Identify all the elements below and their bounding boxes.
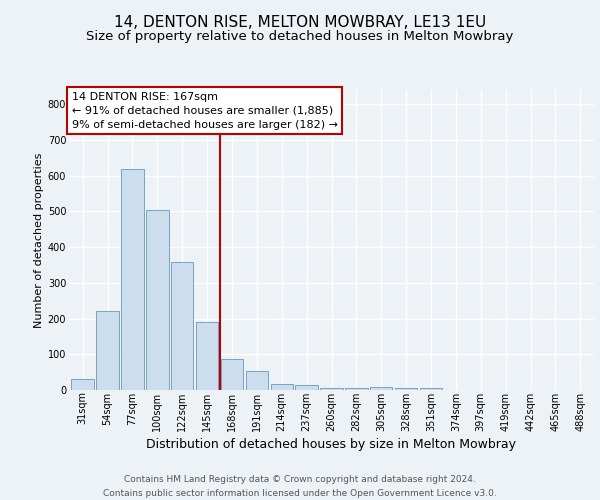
Bar	[221, 358, 243, 390]
Bar	[320, 388, 343, 390]
Bar	[97, 312, 119, 390]
Bar	[121, 168, 143, 390]
Text: 14, DENTON RISE, MELTON MOWBRAY, LE13 1EU: 14, DENTON RISE, MELTON MOWBRAY, LE13 1E…	[114, 15, 486, 30]
Bar	[420, 388, 442, 390]
Bar	[146, 210, 169, 390]
Bar	[71, 380, 94, 390]
Bar	[370, 387, 392, 390]
Text: Size of property relative to detached houses in Melton Mowbray: Size of property relative to detached ho…	[86, 30, 514, 43]
Bar	[271, 384, 293, 390]
Bar	[345, 388, 368, 390]
Bar	[171, 262, 193, 390]
Y-axis label: Number of detached properties: Number of detached properties	[34, 152, 44, 328]
Bar	[395, 388, 418, 390]
X-axis label: Distribution of detached houses by size in Melton Mowbray: Distribution of detached houses by size …	[146, 438, 517, 450]
Text: Contains HM Land Registry data © Crown copyright and database right 2024.
Contai: Contains HM Land Registry data © Crown c…	[103, 476, 497, 498]
Text: 14 DENTON RISE: 167sqm
← 91% of detached houses are smaller (1,885)
9% of semi-d: 14 DENTON RISE: 167sqm ← 91% of detached…	[71, 92, 338, 130]
Bar	[295, 385, 318, 390]
Bar	[196, 322, 218, 390]
Bar	[245, 372, 268, 390]
